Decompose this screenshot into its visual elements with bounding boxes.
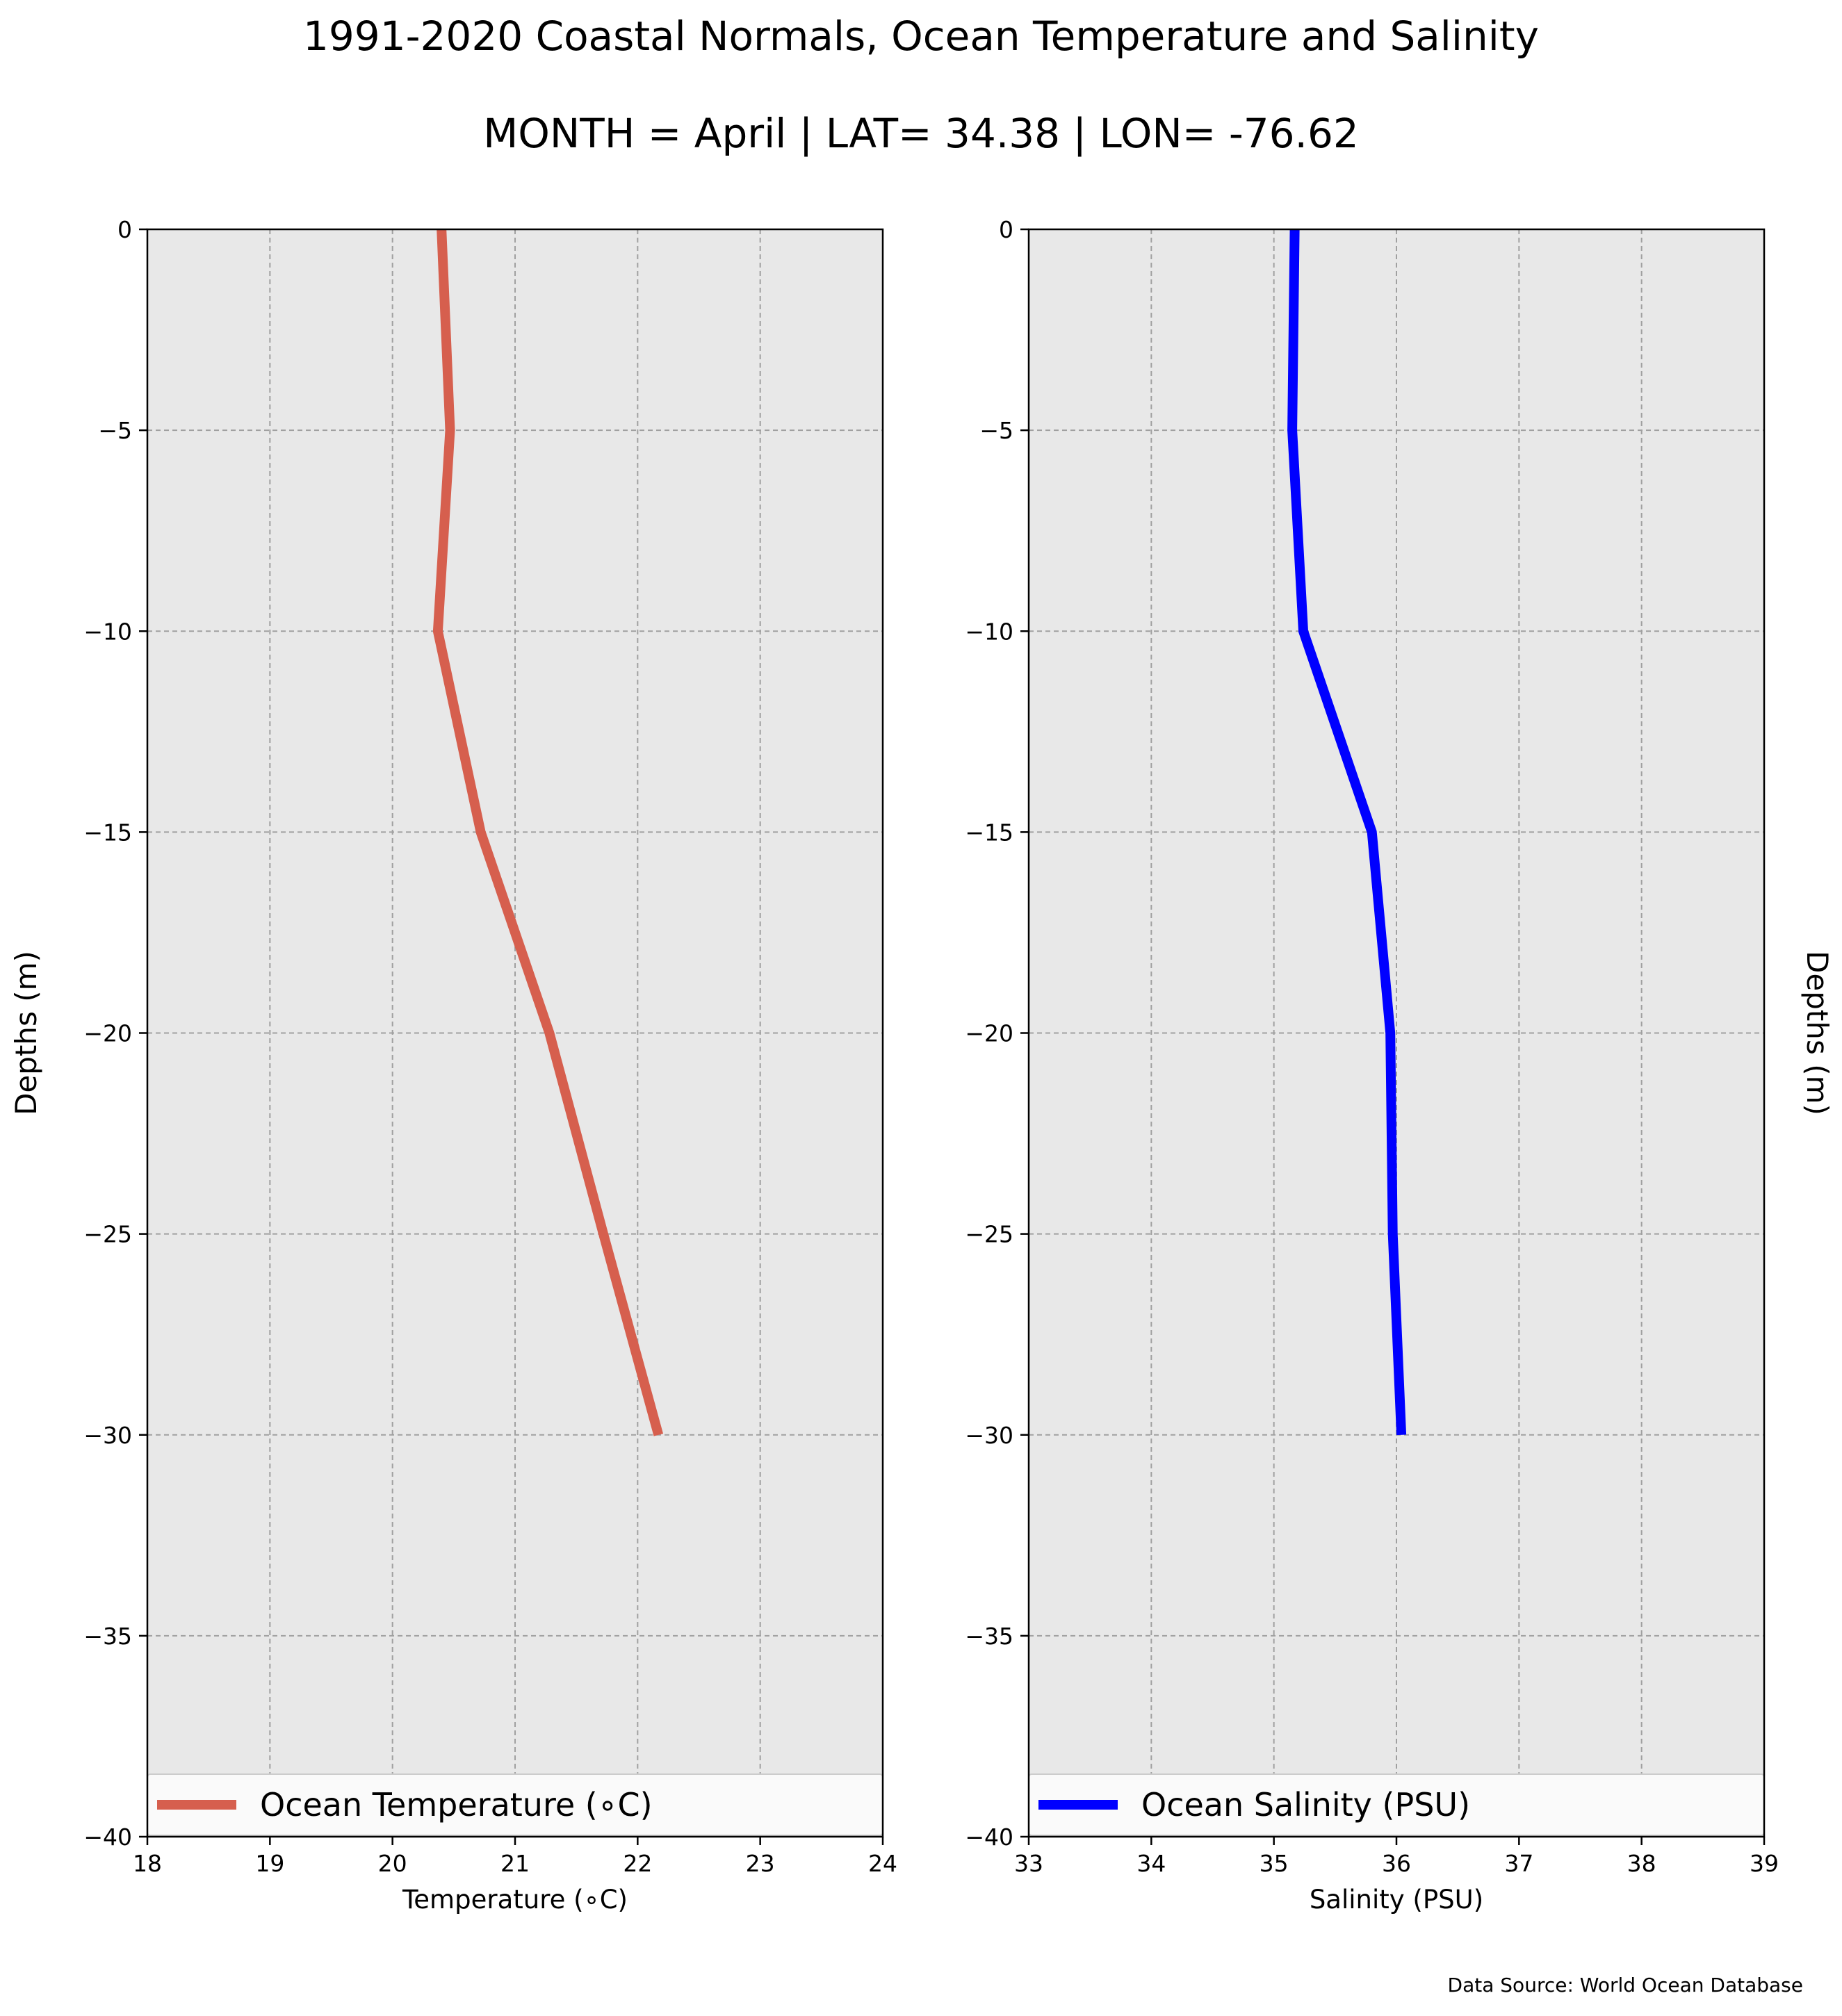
- temperature-panel: Ocean Temperature (∘C) 18 19 20 21 22 23 24 0 −5 −…: [9, 216, 897, 1915]
- salinity-xtick-label-6: 39: [1750, 1850, 1779, 1877]
- salinity-ytick-label-7: −35: [965, 1623, 1013, 1650]
- temperature-ytick-label-2: −10: [83, 618, 132, 645]
- salinity-ytick-label-1: −5: [979, 417, 1013, 444]
- temperature-xtick-label-5: 23: [746, 1850, 775, 1877]
- salinity-ytick-label-0: 0: [999, 216, 1013, 243]
- salinity-xtick-label-5: 38: [1627, 1850, 1656, 1877]
- salinity-ytick-label-3: −15: [965, 819, 1013, 846]
- temperature-ytick-label-3: −15: [83, 819, 132, 846]
- temperature-xtick-label-6: 24: [868, 1850, 897, 1877]
- temperature-ytick-label-0: 0: [117, 216, 132, 243]
- temperature-ytick-label-7: −35: [83, 1623, 132, 1650]
- salinity-xtick-label-4: 37: [1504, 1850, 1533, 1877]
- temperature-ytick-label-6: −30: [83, 1422, 132, 1449]
- salinity-xtick-label-1: 34: [1136, 1850, 1166, 1877]
- salinity-ytick-label-6: −30: [965, 1422, 1013, 1449]
- temperature-xtick-label-2: 20: [378, 1850, 407, 1877]
- salinity-xtick-label-0: 33: [1014, 1850, 1043, 1877]
- data-source-note: Data Source: World Ocean Database: [1448, 1974, 1803, 1997]
- temperature-ytick-label-8: −40: [83, 1824, 132, 1851]
- salinity-y-axis-label: Depths (m): [1800, 951, 1834, 1115]
- salinity-ytick-label-4: −20: [965, 1020, 1013, 1047]
- temperature-legend-label-0: Ocean Temperature (∘C): [260, 1786, 653, 1824]
- temperature-ytick-label-4: −20: [83, 1020, 132, 1047]
- salinity-xtick-label-2: 35: [1260, 1850, 1289, 1877]
- figure-title: 1991-2020 Coastal Normals, Ocean Tempera…: [303, 13, 1539, 60]
- temperature-xtick-label-0: 18: [133, 1850, 162, 1877]
- salinity-ytick-label-5: −25: [965, 1221, 1013, 1248]
- figure-subtitle: MONTH = April | LAT= 34.38 | LON= -76.62: [483, 110, 1359, 157]
- temperature-series-line-0: [432, 229, 664, 1436]
- temperature-ytick-label-1: −5: [98, 417, 132, 444]
- salinity-ytick-label-8: −40: [965, 1824, 1013, 1851]
- temperature-xtick-label-4: 22: [623, 1850, 652, 1877]
- temperature-xtick-label-1: 19: [255, 1850, 284, 1877]
- salinity-panel: Ocean Salinity (PSU) 33 34 35 36 37 38 39 0 −5 −10…: [965, 216, 1834, 1915]
- temperature-ytick-label-5: −25: [83, 1221, 132, 1248]
- temperature-y-axis-label: Depths (m): [9, 951, 43, 1115]
- salinity-series-line-0: [1287, 229, 1407, 1436]
- temperature-xtick-label-3: 21: [500, 1850, 530, 1877]
- salinity-ytick-label-2: −10: [965, 618, 1013, 645]
- salinity-x-axis-label: Salinity (PSU): [1310, 1885, 1483, 1915]
- salinity-legend-label-0: Ocean Salinity (PSU): [1141, 1786, 1470, 1824]
- temperature-x-axis-label: Temperature (∘C): [402, 1885, 628, 1915]
- salinity-xtick-label-3: 36: [1382, 1850, 1411, 1877]
